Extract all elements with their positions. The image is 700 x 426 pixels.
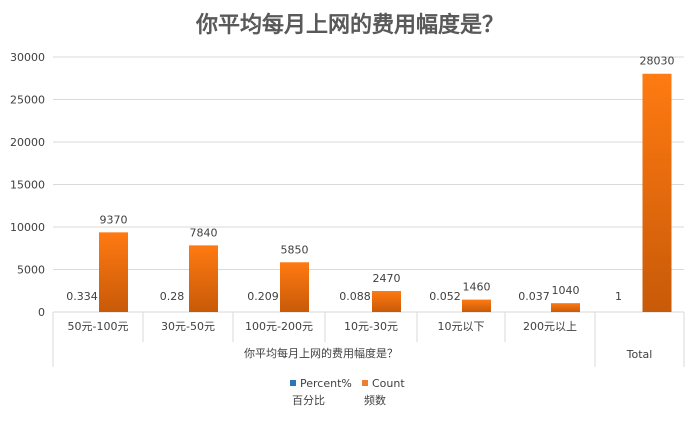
data-label-count: 5850 — [281, 243, 309, 256]
legend-label: Count — [372, 377, 405, 390]
legend-sublabel: 频数 — [364, 393, 386, 407]
legend: Percent% 百分比 Count 频数 — [290, 377, 405, 407]
legend-label: Percent% — [300, 377, 352, 390]
y-tick-label: 10000 — [10, 221, 45, 234]
legend-swatch — [362, 380, 368, 386]
gridlines — [53, 56, 684, 313]
data-label-count: 1040 — [552, 284, 580, 297]
category-label: Total — [626, 348, 653, 361]
data-label-count: 1460 — [463, 281, 491, 294]
data-label-percent: 0.209 — [247, 290, 279, 303]
bars — [80, 73, 672, 313]
bar-count — [642, 73, 672, 313]
y-tick-label: 30000 — [10, 51, 45, 64]
category-label: 100元-200元 — [245, 320, 313, 333]
data-label-count: 9370 — [100, 213, 128, 226]
data-label-percent: 0.088 — [339, 290, 371, 303]
y-tick-label: 15000 — [10, 179, 45, 192]
category-label: 50元-100元 — [68, 320, 129, 333]
data-label-count: 28030 — [640, 55, 675, 68]
y-tick-label: 0 — [38, 306, 45, 319]
category-label: 10元-30元 — [344, 320, 398, 333]
category-label: 30元-50元 — [161, 320, 215, 333]
bar-count — [462, 299, 491, 312]
bar-count — [189, 245, 218, 312]
y-tick-label: 5000 — [17, 264, 45, 277]
data-label-percent: 0.334 — [66, 290, 98, 303]
data-label-percent: 1 — [615, 290, 622, 303]
category-label: 200元以上 — [523, 320, 577, 333]
data-label-percent: 0.052 — [429, 290, 461, 303]
y-tick-label: 20000 — [10, 136, 45, 149]
bar-count — [99, 232, 128, 312]
group-label: 你平均每月上网的费用幅度是？ — [244, 346, 398, 360]
data-label-count: 7840 — [190, 226, 218, 239]
category-label: 10元以下 — [438, 320, 485, 333]
y-tick-label: 25000 — [10, 94, 45, 107]
data-label-percent: 0.037 — [518, 290, 550, 303]
legend-swatch — [290, 380, 296, 386]
category-labels: 50元-100元 30元-50元 100元-200元 10元-30元 10元以下 200元… — [68, 320, 653, 361]
bar-count — [372, 291, 401, 312]
y-axis-ticks: 0 5000 10000 15000 20000 25000 30000 — [10, 51, 45, 319]
legend-sublabel: 百分比 — [292, 394, 325, 407]
bar-count — [551, 303, 580, 312]
chart-title: 你平均每月上网的费用幅度是？ — [195, 12, 504, 38]
data-label-count: 2470 — [373, 272, 401, 285]
bar-count — [280, 262, 309, 312]
data-label-percent: 0.28 — [160, 290, 185, 303]
